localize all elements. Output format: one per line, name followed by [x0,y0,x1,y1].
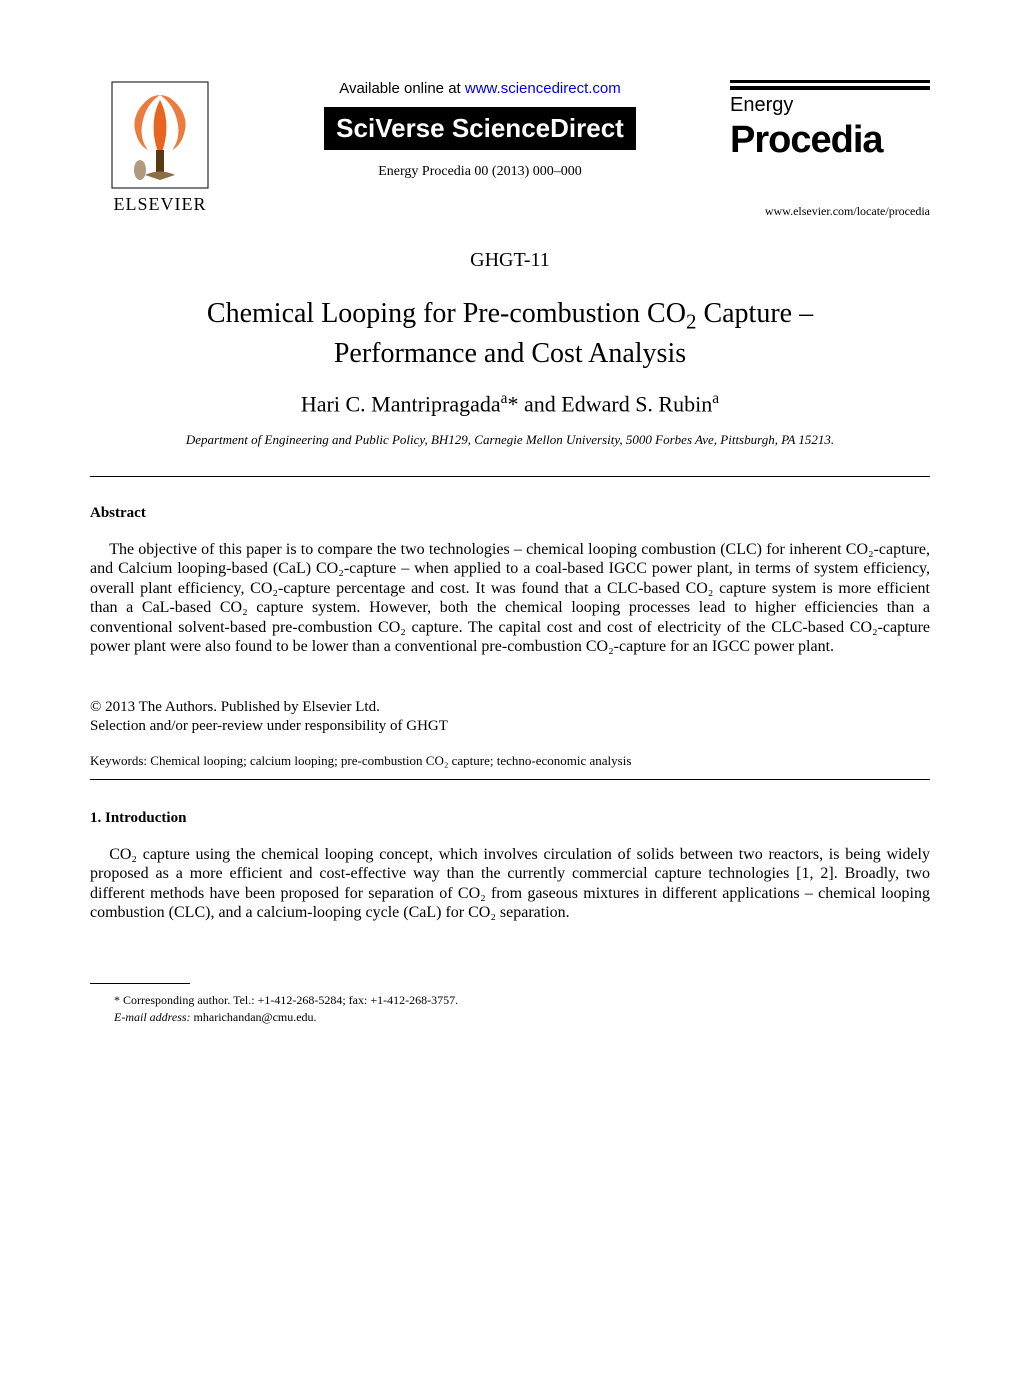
header-center: Available online at www.sciencedirect.co… [230,80,730,180]
copyright: © 2013 The Authors. Published by Elsevie… [90,699,930,716]
selection-line: Selection and/or peer-review under respo… [90,718,930,735]
procedia-url: www.elsevier.com/locate/procedia [730,204,930,219]
sciencedirect-link[interactable]: www.sciencedirect.com [465,80,621,97]
title-sub: 2 [686,310,697,334]
footnote-email-label: E-mail address: [114,1010,191,1024]
author-1-star: * [508,392,519,417]
paper-title: Chemical Looping for Pre-combustion CO2 … [90,296,930,372]
sciverse-logo: SciVerse ScienceDirect [324,107,636,150]
footnote: * Corresponding author. Tel.: +1-412-268… [90,992,930,1026]
title-line2: Performance and Cost Analysis [334,338,686,369]
procedia-energy-text: Energy [730,94,930,117]
authors-and: and [519,392,562,417]
keywords: Keywords: Chemical looping; calcium loop… [90,753,930,769]
divider-top [90,476,930,477]
footnote-email-value: mharichandan@cmu.edu. [191,1010,317,1024]
authors: Hari C. Mantripragadaa* and Edward S. Ru… [90,390,930,417]
abstract-body: The objective of this paper is to compar… [90,540,930,657]
intro-body: CO₂ capture using the chemical looping c… [90,845,930,923]
author-2-aff: a [712,390,719,407]
elsevier-logo: ELSEVIER [90,80,230,215]
title-line1-end: Capture – [696,298,813,329]
elsevier-tree-icon [110,80,210,190]
author-1-aff: a [501,390,508,407]
title-line1: Chemical Looping for Pre-combustion CO [207,298,686,329]
divider-bottom [90,779,930,780]
procedia-word-text: Procedia [730,119,930,162]
footnote-corr: * Corresponding author. Tel.: +1-412-268… [114,992,930,1009]
page: ELSEVIER Available online at www.science… [0,0,1020,1085]
abstract-heading: Abstract [90,505,930,522]
intro-heading: 1. Introduction [90,810,930,827]
conference-name: GHGT-11 [90,249,930,272]
journal-citation: Energy Procedia 00 (2013) 000–000 [250,164,710,180]
footnote-separator [90,983,190,984]
footnote-email: E-mail address: mharichandan@cmu.edu. [114,1009,930,1026]
elsevier-text: ELSEVIER [114,194,207,215]
procedia-lines-icon [730,80,930,90]
author-1: Hari C. Mantripragada [301,392,501,417]
header-row: ELSEVIER Available online at www.science… [90,80,930,219]
affiliation: Department of Engineering and Public Pol… [90,432,930,448]
author-2: Edward S. Rubin [561,392,712,417]
available-text: Available online at [339,80,465,97]
procedia-logo: Energy Procedia www.elsevier.com/locate/… [730,80,930,219]
available-online: Available online at www.sciencedirect.co… [250,80,710,97]
